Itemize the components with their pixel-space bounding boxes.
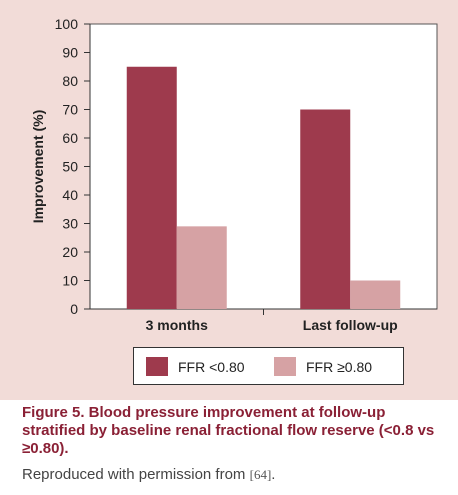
bar-ffr-low bbox=[126, 66, 177, 309]
y-tick-label: 20 bbox=[62, 244, 78, 260]
credit-text: Reproduced with permission from bbox=[22, 466, 246, 483]
legend-label-ffr-high: FFR ≥0.80 bbox=[306, 358, 373, 375]
y-tick-label: 70 bbox=[62, 102, 78, 118]
bar-chart: 0 10 20 30 40 50 60 70 80 90 100 3 months Last follo… bbox=[30, 16, 438, 333]
y-tick-label: 10 bbox=[62, 273, 78, 289]
figure-caption: Figure 5. Blood pressure improvement at … bbox=[22, 404, 435, 457]
figure-credit: Reproduced with permission from [64]. bbox=[22, 466, 275, 483]
chart-legend: FFR <0.80 FFR ≥0.80 bbox=[133, 347, 404, 385]
legend-swatch-ffr-high bbox=[274, 357, 296, 376]
y-tick-label: 0 bbox=[70, 301, 78, 317]
legend-item-ffr-high: FFR ≥0.80 bbox=[274, 357, 372, 376]
x-category-label: Last follow-up bbox=[303, 317, 398, 333]
y-axis-title: Improvement (%) bbox=[30, 110, 46, 224]
bar-ffr-low bbox=[300, 109, 351, 309]
y-tick-label: 50 bbox=[62, 159, 78, 175]
y-tick-label: 60 bbox=[62, 130, 78, 146]
bar-ffr-high bbox=[350, 280, 401, 309]
x-category-label: 3 months bbox=[146, 317, 208, 333]
figure-panel: 0 10 20 30 40 50 60 70 80 90 100 3 months Last follo… bbox=[0, 0, 458, 400]
credit-period: . bbox=[271, 466, 276, 483]
legend-swatch-ffr-low bbox=[146, 357, 168, 376]
bar-ffr-high bbox=[176, 226, 227, 309]
y-tick-label: 90 bbox=[62, 45, 78, 61]
y-tick-label: 80 bbox=[62, 73, 78, 89]
y-tick-label: 40 bbox=[62, 187, 78, 203]
y-tick-label: 30 bbox=[62, 216, 78, 232]
legend-label-ffr-low: FFR <0.80 bbox=[178, 358, 245, 375]
credit-reference: [64] bbox=[249, 467, 272, 482]
y-tick-label: 100 bbox=[55, 16, 79, 32]
legend-item-ffr-low: FFR <0.80 bbox=[146, 357, 245, 376]
